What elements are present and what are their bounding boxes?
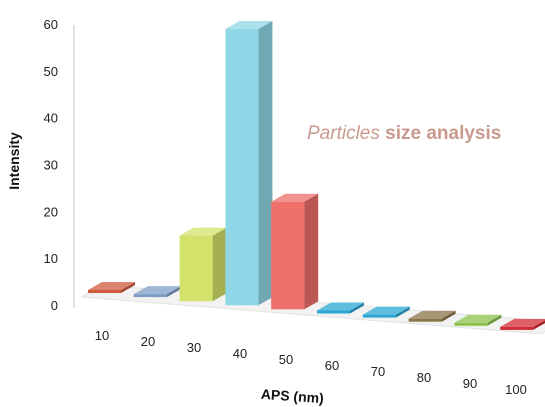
bar-front bbox=[362, 314, 396, 318]
bar-side bbox=[395, 306, 410, 318]
bar-90 bbox=[454, 314, 502, 326]
bar-top bbox=[179, 227, 227, 236]
annotation-light-text: Particles bbox=[307, 123, 386, 144]
bar-top bbox=[271, 193, 319, 202]
bar-front bbox=[454, 322, 488, 326]
bar-60 bbox=[317, 302, 364, 314]
bar-front bbox=[179, 235, 213, 302]
bar-front bbox=[317, 310, 350, 314]
annotation-bold-text: size analysis bbox=[385, 123, 502, 144]
bar-front bbox=[133, 294, 167, 298]
bar-top bbox=[225, 21, 273, 29]
bar-20 bbox=[133, 286, 181, 298]
bar-side bbox=[121, 282, 135, 293]
bar-front bbox=[88, 290, 121, 293]
bar-front bbox=[225, 29, 259, 306]
y-tick-label: 40 bbox=[44, 111, 58, 126]
y-tick-label: 20 bbox=[44, 204, 58, 219]
bar-front bbox=[271, 201, 305, 310]
x-tick-label: 100 bbox=[505, 382, 527, 397]
bar-top bbox=[133, 286, 181, 295]
bar-70 bbox=[362, 306, 410, 318]
x-tick-label: 10 bbox=[95, 328, 109, 343]
bar-top bbox=[362, 306, 410, 315]
x-tick-label: 20 bbox=[141, 334, 155, 349]
bar-40 bbox=[225, 21, 273, 306]
x-tick-label: 70 bbox=[371, 364, 385, 379]
bar-side bbox=[258, 21, 273, 306]
x-tick-label: 90 bbox=[463, 376, 477, 391]
bar-side bbox=[350, 302, 364, 314]
bar-side bbox=[212, 227, 227, 302]
x-tick-label: 80 bbox=[417, 370, 431, 385]
y-tick-label: 30 bbox=[44, 158, 58, 173]
bar-top bbox=[88, 282, 135, 290]
y-tick-label: 50 bbox=[44, 64, 58, 79]
y-tick-label: 0 bbox=[51, 298, 58, 313]
bar-top bbox=[317, 302, 364, 311]
y-tick-labels: 0 10 20 30 40 50 60 bbox=[44, 17, 58, 313]
bar-side bbox=[166, 286, 181, 298]
y-axis-title: Intensity bbox=[6, 132, 22, 190]
bar-side bbox=[304, 193, 319, 310]
bars bbox=[88, 21, 545, 330]
x-axis-title: APS (nm) bbox=[260, 386, 324, 406]
bar-80 bbox=[408, 310, 456, 322]
bar-10 bbox=[88, 282, 135, 293]
bar-side bbox=[533, 320, 545, 330]
x-tick-label: 50 bbox=[279, 352, 293, 367]
bar-side bbox=[441, 310, 456, 322]
bar-50 bbox=[271, 193, 319, 310]
bar-100 bbox=[500, 318, 545, 330]
x-tick-label: 30 bbox=[187, 340, 201, 355]
bar-30 bbox=[179, 227, 227, 302]
y-tick-label: 60 bbox=[44, 17, 58, 32]
y-tick-label: 10 bbox=[44, 251, 58, 266]
bar-front bbox=[408, 318, 442, 322]
x-tick-labels: 10 20 30 40 50 60 70 80 90 100 bbox=[95, 328, 527, 397]
bar-side bbox=[487, 314, 502, 326]
bar-front bbox=[500, 326, 534, 330]
x-tick-label: 60 bbox=[325, 358, 339, 373]
bar-top bbox=[454, 314, 502, 323]
x-tick-label: 40 bbox=[233, 346, 247, 361]
bar-top bbox=[408, 310, 456, 319]
chart-annotation: Particles size analysis bbox=[307, 123, 501, 145]
bar-top bbox=[500, 318, 545, 327]
